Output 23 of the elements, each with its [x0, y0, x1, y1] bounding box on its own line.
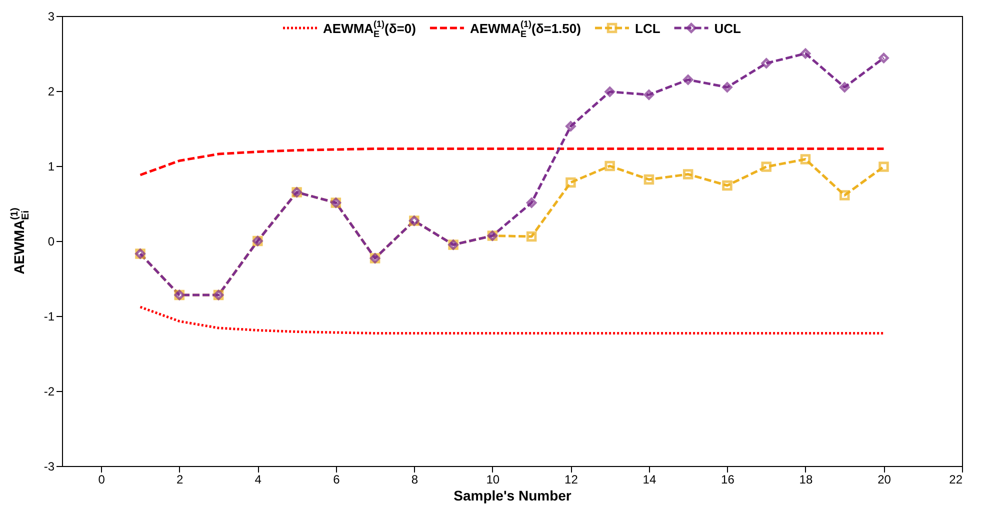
x-tick-label: 20 [878, 472, 892, 486]
x-tick-label: 16 [721, 472, 735, 486]
y-tick-label: 1 [48, 160, 55, 174]
x-tick-label: 10 [486, 472, 500, 486]
x-tick-label: 6 [333, 472, 340, 486]
x-axis-title: Sample's Number [454, 488, 572, 504]
x-tick-label: 22 [949, 472, 963, 486]
x-tick-label: 2 [176, 472, 184, 486]
y-tick-label: -1 [44, 310, 55, 324]
y-tick-label: 3 [48, 10, 55, 24]
legend-label: UCL [714, 21, 742, 36]
x-tick-label: 12 [564, 472, 578, 486]
y-tick-label: -2 [44, 384, 55, 398]
legend-label: LCL [635, 21, 660, 36]
x-tick-label: 0 [98, 472, 106, 486]
y-axis-title: AEWMAEi(1) [10, 208, 32, 274]
x-tick-label: 18 [799, 472, 813, 486]
x-tick-label: 4 [254, 472, 262, 486]
y-tick-label: 0 [48, 234, 55, 248]
x-tick-label: 8 [411, 472, 418, 486]
y-tick-label: 2 [48, 84, 55, 98]
y-tick-label: -3 [44, 460, 55, 474]
x-tick-label: 14 [642, 472, 656, 486]
